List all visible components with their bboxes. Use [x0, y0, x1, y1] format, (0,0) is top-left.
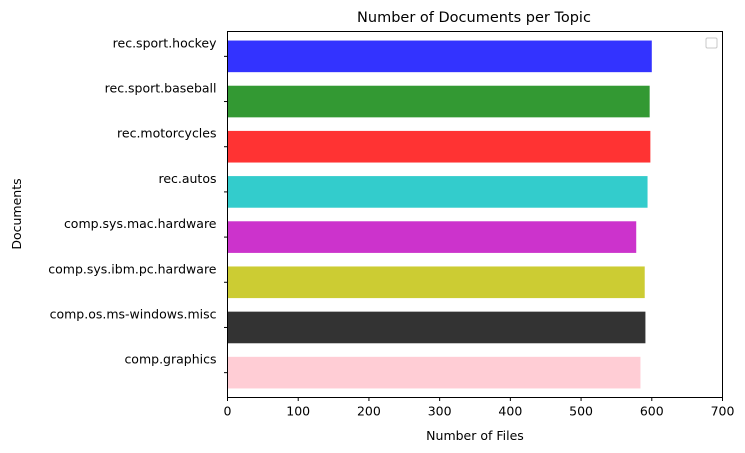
legend: [705, 37, 718, 49]
x-tick-label: 100: [286, 404, 310, 419]
x-tick-label: 600: [640, 404, 664, 419]
x-tick-label: 500: [569, 404, 593, 419]
x-axis-label: Number of Files: [426, 428, 524, 443]
y-tick-label: rec.sport.hockey: [113, 35, 217, 50]
bar-comp.graphics: [227, 356, 641, 389]
y-tick-label: comp.sys.mac.hardware: [64, 216, 217, 231]
y-tick-label: rec.autos: [158, 171, 216, 186]
chart-title: Number of Documents per Topic: [357, 10, 591, 26]
bar-rec.sport.hockey: [227, 40, 652, 73]
y-tick-label: rec.sport.baseball: [105, 81, 217, 96]
bar-comp.sys.mac.hardware: [227, 221, 637, 253]
x-tick-label: 700: [711, 404, 735, 419]
bar-comp.sys.ibm.pc.hardware: [227, 266, 645, 299]
y-axis-label: Documents: [9, 178, 24, 249]
y-tick-label: comp.os.ms-windows.misc: [50, 306, 217, 321]
bar-rec.autos: [227, 176, 648, 208]
bar-rec.motorcycles: [227, 130, 651, 163]
bar-comp.os.ms-windows.misc: [227, 311, 646, 344]
y-axis: comp.graphics comp.os.ms-windows.misc comp…: [48, 35, 228, 374]
x-tick-label: 0: [224, 404, 232, 419]
bars: [227, 40, 652, 389]
y-tick-label: rec.motorcycles: [117, 126, 216, 141]
bar-rec.sport.baseball: [227, 85, 650, 118]
y-tick-label: comp.graphics: [124, 352, 216, 367]
x-tick-label: 400: [498, 404, 522, 419]
plot-frame: [227, 31, 723, 398]
y-tick-label: comp.sys.ibm.pc.hardware: [48, 261, 217, 276]
x-tick-label: 200: [357, 404, 381, 419]
x-tick-label: 300: [428, 404, 452, 419]
x-axis: 0 100 200 300 400 500 600 700: [224, 397, 735, 419]
